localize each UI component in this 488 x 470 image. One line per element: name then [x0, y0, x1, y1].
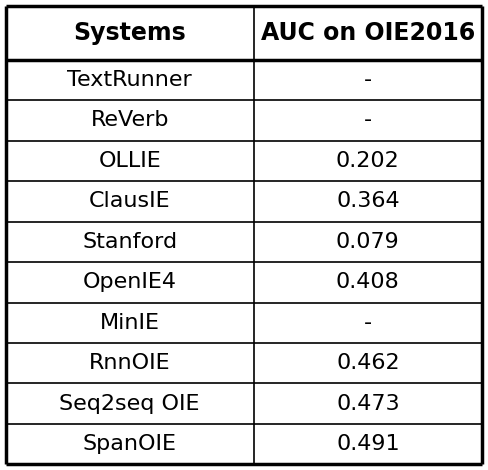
- Bar: [254, 343, 482, 384]
- Text: -: -: [364, 313, 372, 333]
- Bar: [6, 384, 254, 424]
- Bar: [6, 100, 254, 141]
- Bar: [254, 384, 482, 424]
- Text: 0.202: 0.202: [336, 151, 400, 171]
- Text: 0.462: 0.462: [336, 353, 400, 373]
- Bar: [254, 222, 482, 262]
- Bar: [254, 262, 482, 303]
- Bar: [254, 141, 482, 181]
- Bar: [254, 181, 482, 222]
- Bar: [254, 424, 482, 464]
- Text: -: -: [364, 70, 372, 90]
- Text: AUC on OIE2016: AUC on OIE2016: [261, 21, 475, 45]
- Bar: [6, 60, 254, 100]
- Bar: [254, 100, 482, 141]
- Bar: [6, 6, 254, 60]
- Text: SpanOIE: SpanOIE: [82, 434, 177, 454]
- Bar: [6, 141, 254, 181]
- Text: 0.079: 0.079: [336, 232, 400, 252]
- Text: 0.364: 0.364: [336, 191, 400, 212]
- Text: TextRunner: TextRunner: [67, 70, 192, 90]
- Text: MinIE: MinIE: [100, 313, 160, 333]
- Bar: [6, 343, 254, 384]
- Text: ReVerb: ReVerb: [90, 110, 169, 131]
- Bar: [254, 60, 482, 100]
- Bar: [6, 262, 254, 303]
- Bar: [6, 222, 254, 262]
- Text: -: -: [364, 110, 372, 131]
- Bar: [6, 181, 254, 222]
- Text: ClausIE: ClausIE: [89, 191, 170, 212]
- Bar: [254, 303, 482, 343]
- Text: OLLIE: OLLIE: [98, 151, 161, 171]
- Text: 0.408: 0.408: [336, 272, 400, 292]
- Bar: [6, 424, 254, 464]
- Bar: [6, 303, 254, 343]
- Text: Systems: Systems: [73, 21, 186, 45]
- Text: 0.473: 0.473: [336, 394, 400, 414]
- Text: OpenIE4: OpenIE4: [82, 272, 177, 292]
- Text: Seq2seq OIE: Seq2seq OIE: [60, 394, 200, 414]
- Text: Stanford: Stanford: [82, 232, 177, 252]
- Text: 0.491: 0.491: [336, 434, 400, 454]
- Text: RnnOIE: RnnOIE: [89, 353, 170, 373]
- Bar: [254, 6, 482, 60]
